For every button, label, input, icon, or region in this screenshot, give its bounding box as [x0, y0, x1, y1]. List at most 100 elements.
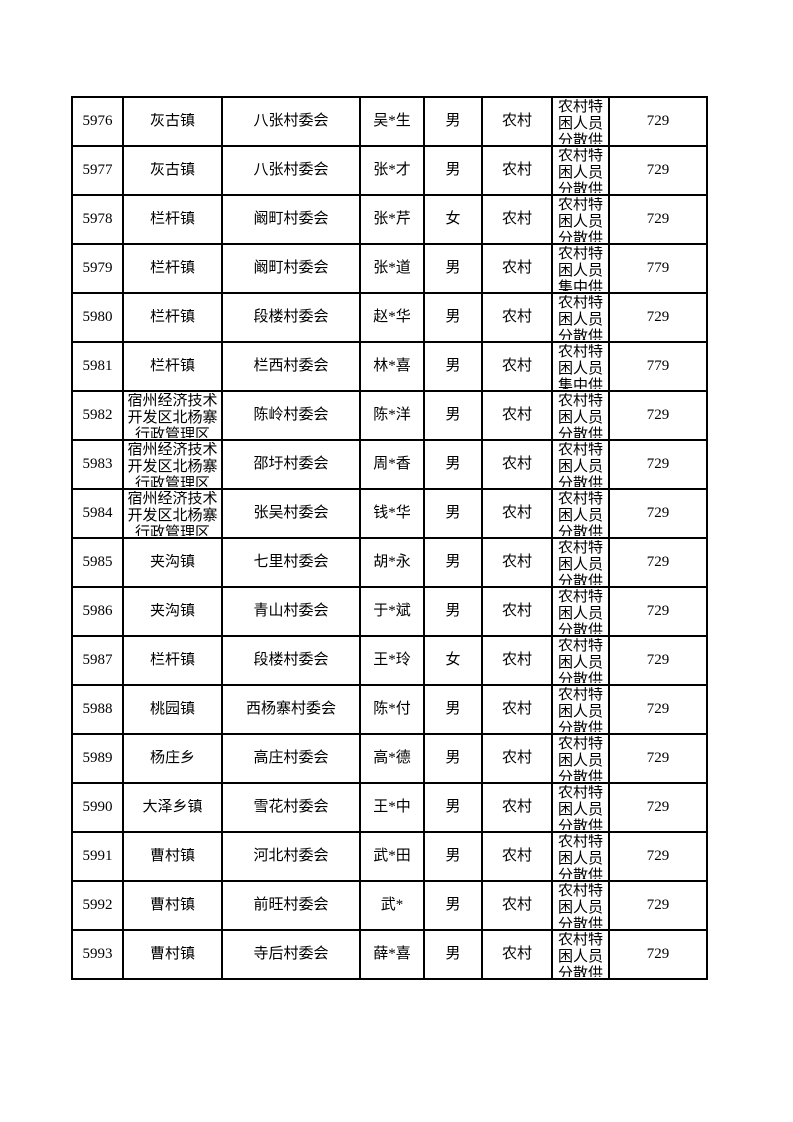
cell-town: 曹村镇: [122, 880, 223, 931]
cell-person-name: 陈*付: [359, 684, 425, 735]
cell-category: 农村特困人员分散供: [551, 831, 610, 882]
cell-gender: 男: [423, 782, 483, 833]
category-text: 农村特困人员分散供: [557, 834, 603, 879]
cell-person-name: 赵*华: [359, 292, 425, 343]
cell-category: 农村特困人员分散供: [551, 880, 610, 931]
cell-area: 农村: [481, 635, 553, 686]
category-text: 农村特困人员分散供: [557, 491, 603, 536]
cell-category: 农村特困人员集中供: [551, 243, 610, 294]
category-text: 农村特困人员分散供: [557, 883, 603, 928]
table-row: 5977 灰古镇 八张村委会 张*才 男 农村 农村特困人员分散供 729: [71, 145, 708, 196]
cell-seq: 5989: [71, 733, 124, 784]
cell-amount: 729: [608, 96, 708, 147]
town-text: 栏杆镇: [149, 309, 195, 325]
cell-person-name: 林*喜: [359, 341, 425, 392]
category-text: 农村特困人员分散供: [557, 932, 603, 977]
cell-gender: 男: [423, 292, 483, 343]
cell-town: 桃园镇: [122, 684, 223, 735]
cell-area: 农村: [481, 929, 553, 980]
cell-amount: 729: [608, 684, 708, 735]
table-row: 5983 宿州经济技术开发区北杨寨行政管理区 邵圩村委会 周*香 男 农村 农村…: [71, 439, 708, 490]
cell-area: 农村: [481, 243, 553, 294]
cell-category: 农村特困人员分散供: [551, 733, 610, 784]
cell-category: 农村特困人员分散供: [551, 537, 610, 588]
cell-gender: 男: [423, 390, 483, 441]
cell-area: 农村: [481, 145, 553, 196]
cell-gender: 男: [423, 880, 483, 931]
town-text: 曹村镇: [149, 946, 195, 962]
cell-village: 寺后村委会: [221, 929, 361, 980]
category-text: 农村特困人员分散供: [557, 442, 603, 487]
cell-seq: 5991: [71, 831, 124, 882]
cell-amount: 729: [608, 635, 708, 686]
cell-village: 高庄村委会: [221, 733, 361, 784]
cell-category: 农村特困人员集中供: [551, 341, 610, 392]
cell-village: 段楼村委会: [221, 292, 361, 343]
cell-seq: 5993: [71, 929, 124, 980]
cell-village: 前旺村委会: [221, 880, 361, 931]
category-text: 农村特困人员分散供: [557, 687, 603, 732]
category-text: 农村特困人员分散供: [557, 393, 603, 438]
table-row: 5981 栏杆镇 栏西村委会 林*喜 男 农村 农村特困人员集中供 779: [71, 341, 708, 392]
cell-area: 农村: [481, 880, 553, 931]
cell-person-name: 陈*洋: [359, 390, 425, 441]
cell-town: 栏杆镇: [122, 341, 223, 392]
cell-area: 农村: [481, 439, 553, 490]
cell-seq: 5978: [71, 194, 124, 245]
cell-area: 农村: [481, 194, 553, 245]
town-text: 大泽乡镇: [142, 799, 203, 815]
cell-seq: 5984: [71, 488, 124, 539]
cell-town: 栏杆镇: [122, 292, 223, 343]
cell-gender: 女: [423, 194, 483, 245]
cell-amount: 729: [608, 733, 708, 784]
category-text: 农村特困人员分散供: [557, 638, 603, 683]
cell-amount: 729: [608, 194, 708, 245]
table-row: 5978 栏杆镇 阚町村委会 张*芹 女 农村 农村特困人员分散供 729: [71, 194, 708, 245]
cell-person-name: 钱*华: [359, 488, 425, 539]
cell-category: 农村特困人员分散供: [551, 96, 610, 147]
table-row: 5985 夹沟镇 七里村委会 胡*永 男 农村 农村特困人员分散供 729: [71, 537, 708, 588]
cell-person-name: 薛*喜: [359, 929, 425, 980]
cell-gender: 男: [423, 341, 483, 392]
cell-town: 灰古镇: [122, 145, 223, 196]
cell-amount: 729: [608, 145, 708, 196]
cell-category: 农村特困人员分散供: [551, 929, 610, 980]
cell-gender: 男: [423, 733, 483, 784]
cell-category: 农村特困人员分散供: [551, 782, 610, 833]
cell-category: 农村特困人员分散供: [551, 488, 610, 539]
cell-area: 农村: [481, 390, 553, 441]
cell-village: 段楼村委会: [221, 635, 361, 686]
category-text: 农村特困人员分散供: [557, 736, 603, 781]
cell-person-name: 于*斌: [359, 586, 425, 637]
cell-area: 农村: [481, 488, 553, 539]
cell-person-name: 高*德: [359, 733, 425, 784]
cell-village: 青山村委会: [221, 586, 361, 637]
category-text: 农村特困人员分散供: [557, 197, 603, 242]
cell-area: 农村: [481, 537, 553, 588]
cell-town: 杨庄乡: [122, 733, 223, 784]
town-text: 栏杆镇: [149, 652, 195, 668]
cell-seq: 5986: [71, 586, 124, 637]
cell-seq: 5990: [71, 782, 124, 833]
town-text: 灰古镇: [149, 113, 195, 129]
table-row: 5993 曹村镇 寺后村委会 薛*喜 男 农村 农村特困人员分散供 729: [71, 929, 708, 980]
cell-seq: 5992: [71, 880, 124, 931]
cell-town: 宿州经济技术开发区北杨寨行政管理区: [122, 390, 223, 441]
table-row: 5991 曹村镇 河北村委会 武*田 男 农村 农村特困人员分散供 729: [71, 831, 708, 882]
town-text: 夹沟镇: [149, 554, 195, 570]
cell-town: 栏杆镇: [122, 194, 223, 245]
cell-category: 农村特困人员分散供: [551, 390, 610, 441]
cell-person-name: 吴*生: [359, 96, 425, 147]
town-text: 宿州经济技术开发区北杨寨行政管理区: [127, 491, 218, 536]
cell-seq: 5982: [71, 390, 124, 441]
town-text: 曹村镇: [149, 897, 195, 913]
cell-gender: 女: [423, 635, 483, 686]
cell-gender: 男: [423, 96, 483, 147]
cell-area: 农村: [481, 292, 553, 343]
table-row: 5989 杨庄乡 高庄村委会 高*德 男 农村 农村特困人员分散供 729: [71, 733, 708, 784]
category-text: 农村特困人员分散供: [557, 589, 603, 634]
cell-amount: 729: [608, 929, 708, 980]
cell-person-name: 张*道: [359, 243, 425, 294]
cell-village: 栏西村委会: [221, 341, 361, 392]
town-text: 宿州经济技术开发区北杨寨行政管理区: [127, 393, 218, 438]
